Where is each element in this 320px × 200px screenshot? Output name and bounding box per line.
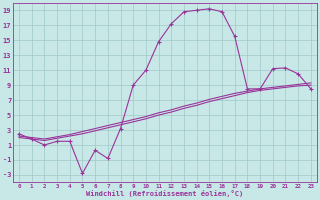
X-axis label: Windchill (Refroidissement éolien,°C): Windchill (Refroidissement éolien,°C) — [86, 190, 244, 197]
